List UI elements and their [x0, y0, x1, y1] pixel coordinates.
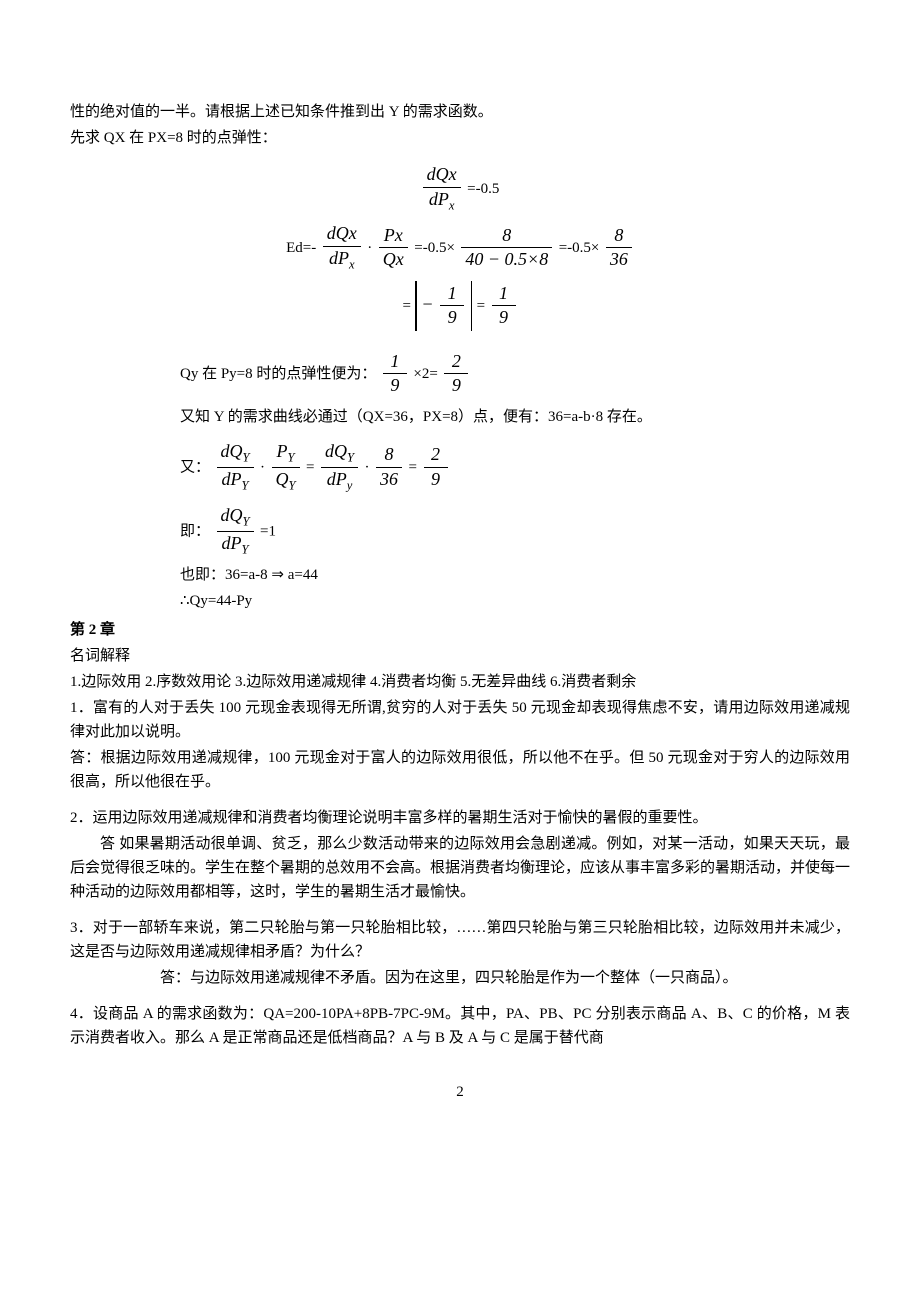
eq5-after: =1: [260, 524, 276, 540]
frac-num: dQY: [321, 441, 358, 468]
dot: ·: [365, 459, 370, 475]
frac-num: dQx: [323, 223, 361, 247]
frac-num: PY: [272, 441, 300, 468]
eq4-prefix: 又：: [180, 459, 210, 475]
equation-3: = − 1 9 = 1 9: [70, 283, 850, 329]
eq2-prefix: Ed=-: [286, 240, 316, 256]
dot: ·: [260, 459, 265, 475]
eq: =: [409, 459, 417, 475]
eq2-mid1: =-0.5×: [414, 240, 455, 256]
eq1-value: =-0.5: [467, 181, 499, 197]
frac-den: 9: [444, 374, 468, 397]
neg-sign: −: [421, 294, 433, 314]
answer-2: 答 如果暑期活动很单调、贫乏，那么少数活动带来的边际效用会急剧递减。例如，对某一…: [70, 832, 850, 904]
equation-2: Ed=- dQx dPx · Px Qx =-0.5× 8 40 − 0.5×8…: [70, 223, 850, 272]
frac-den: 9: [383, 374, 407, 397]
answer-3: 答：与边际效用递减规律不矛盾。因为在这里，四只轮胎是作为一个整体（一只商品）。: [70, 966, 850, 990]
frac-num: dQY: [217, 505, 254, 532]
frac-num: 8: [606, 225, 632, 249]
frac-num: 1: [383, 351, 407, 375]
frac-num: 8: [376, 444, 402, 468]
eq2-mid2: =-0.5×: [559, 240, 600, 256]
equation-4: 又： dQY dPY · PY QY = dQY dPy · 8 36 = 2 …: [70, 441, 850, 493]
frac-den: 9: [492, 306, 516, 329]
frac-num: 2: [444, 351, 468, 375]
frac-num: 1: [440, 283, 464, 307]
frac-den: 36: [376, 468, 402, 491]
eq6-text: 也即：36=a-8: [180, 567, 268, 583]
frac-num: 8: [461, 225, 552, 249]
frac-den: 40 − 0.5×8: [461, 248, 552, 271]
qy-mid: ×2=: [413, 366, 437, 382]
frac-den: 9: [424, 468, 448, 491]
frac-num: Px: [379, 225, 408, 249]
eq5-prefix: 即：: [180, 524, 210, 540]
eq: =: [306, 459, 314, 475]
eq7-text: ∴Qy=44-Py: [180, 593, 252, 609]
intro-line-1: 性的绝对值的一半。请根据上述已知条件推到出 Y 的需求函数。: [70, 100, 850, 124]
answer-1: 答：根据边际效用递减规律，100 元现金对于富人的边际效用很低，所以他不在乎。但…: [70, 746, 850, 794]
frac-den: QY: [272, 468, 300, 494]
arrow-icon: ⇒: [271, 567, 284, 583]
intro-line-2: 先求 QX 在 PX=8 时的点弹性：: [70, 126, 850, 150]
frac-num: 1: [492, 283, 516, 307]
equation-5: 即： dQY dPY =1: [70, 505, 850, 557]
chapter-2-title: 第 2 章: [70, 618, 850, 642]
document-page: 性的绝对值的一半。请根据上述已知条件推到出 Y 的需求函数。 先求 QX 在 P…: [70, 0, 850, 1144]
frac-den: 9: [440, 306, 464, 329]
equation-7: ∴Qy=44-Py: [70, 592, 850, 610]
frac-den: Qx: [379, 248, 408, 271]
question-3: 3．对于一部轿车来说，第二只轮胎与第一只轮胎相比较，……第四只轮胎与第三只轮胎相…: [70, 916, 850, 964]
question-2: 2．运用边际效用递减规律和消费者均衡理论说明丰富多样的暑期生活对于愉快的暑假的重…: [70, 806, 850, 830]
equation-6: 也即：36=a-8 ⇒ a=44: [70, 566, 850, 584]
eq3-eq: =: [477, 298, 485, 314]
eq6-after: a=44: [288, 567, 318, 583]
frac-den: dPy: [321, 468, 358, 494]
frac-num: dQx: [423, 164, 461, 188]
eq3-prefix: =: [402, 298, 410, 314]
frac-den: dPx: [423, 188, 461, 214]
frac-den: dPx: [323, 247, 361, 273]
qy-text: Qy 在 Py=8 时的点弹性便为：: [180, 366, 376, 382]
qy-elasticity-line: Qy 在 Py=8 时的点弹性便为： 1 9 ×2= 2 9: [70, 351, 850, 397]
page-number: 2: [70, 1080, 850, 1104]
frac-num: dQY: [217, 441, 254, 468]
nouns-list: 1.边际效用 2.序数效用论 3.边际效用递减规律 4.消费者均衡 5.无差异曲…: [70, 670, 850, 694]
nouns-title: 名词解释: [70, 644, 850, 668]
dot: ·: [367, 240, 372, 256]
equation-1: dQx dPx =-0.5: [70, 164, 850, 213]
y-curve-line: 又知 Y 的需求曲线必通过（QX=36，PX=8）点，便有：36=a-b·8 存…: [70, 405, 850, 429]
question-4: 4．设商品 A 的需求函数为：QA=200-10PA+8PB-7PC-9M。其中…: [70, 1002, 850, 1050]
frac-den: dPY: [217, 468, 254, 494]
question-1: 1．富有的人对于丢失 100 元现金表现得无所谓,贫穷的人对于丢失 50 元现金…: [70, 696, 850, 744]
frac-den: dPY: [217, 532, 254, 558]
frac-num: 2: [424, 444, 448, 468]
frac-den: 36: [606, 248, 632, 271]
